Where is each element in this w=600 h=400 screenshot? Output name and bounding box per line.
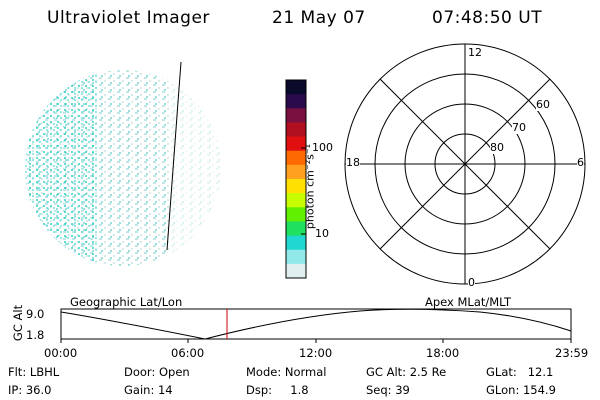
time-label: 07:48:50 UT <box>432 8 543 28</box>
colorbar-band <box>286 164 306 180</box>
colorbar-tick-10: 10 <box>315 227 329 240</box>
timeline-left-title: Geographic Lat/Lon <box>70 295 183 309</box>
colorbar-band <box>286 94 306 109</box>
timeline-xtick-0000: 00:00 <box>44 346 78 360</box>
status-gain: Gain: 14 <box>124 383 173 397</box>
status-glon: GLon: 154.9 <box>486 383 556 397</box>
status-gc-alt: GC Alt: 2.5 Re <box>366 365 447 379</box>
timeline-xtick-2359: 23:59 <box>555 346 589 360</box>
colorbar-band <box>286 193 306 208</box>
timeline-right-title: Apex MLat/MLT <box>425 295 512 309</box>
colorbar-band <box>286 179 306 194</box>
status-seq: Seq: 39 <box>366 383 410 397</box>
status-flt: Flt: LBHL <box>8 365 60 379</box>
colorbar-band <box>286 235 306 251</box>
colorbar-band <box>286 80 306 95</box>
mlat-label-70: 70 <box>512 121 526 134</box>
status-dsp: Dsp: 1.8 <box>246 383 309 397</box>
status-door: Door: Open <box>124 365 190 379</box>
colorbar-band <box>286 249 306 265</box>
colorbar-band <box>286 207 306 222</box>
mlt-label-12: 12 <box>468 46 482 59</box>
mlt-label-18: 18 <box>346 156 360 169</box>
timeline-ytick-top: 9.0 <box>26 307 45 321</box>
timeline-xtick-1800: 18:00 <box>426 346 460 360</box>
colorbar-band <box>286 221 306 237</box>
status-ip: IP: 36.0 <box>8 383 52 397</box>
timeline-ytick-bottom: 1.8 <box>26 328 45 342</box>
mlt-label-0: 0 <box>468 276 475 289</box>
mlat-label-80: 80 <box>490 141 504 154</box>
date-label: 21 May 07 <box>272 8 366 28</box>
instrument-title: Ultraviolet Imager <box>47 8 210 28</box>
colorbar-band <box>286 122 306 138</box>
timeline-xtick-1200: 12:00 <box>299 346 333 360</box>
terminator-line <box>166 61 182 251</box>
colorbar-tick-100: 100 <box>312 141 333 154</box>
status-mode: Mode: Normal <box>246 365 327 379</box>
status-glat: GLat: 12.1 <box>486 365 554 379</box>
mlat-label-60: 60 <box>536 98 550 111</box>
colorbar-band <box>286 150 306 166</box>
colorbar-band <box>286 263 306 279</box>
colorbar-band <box>286 108 306 123</box>
timeline-xtick-0600: 06:00 <box>171 346 205 360</box>
mlt-label-6: 6 <box>577 156 584 169</box>
